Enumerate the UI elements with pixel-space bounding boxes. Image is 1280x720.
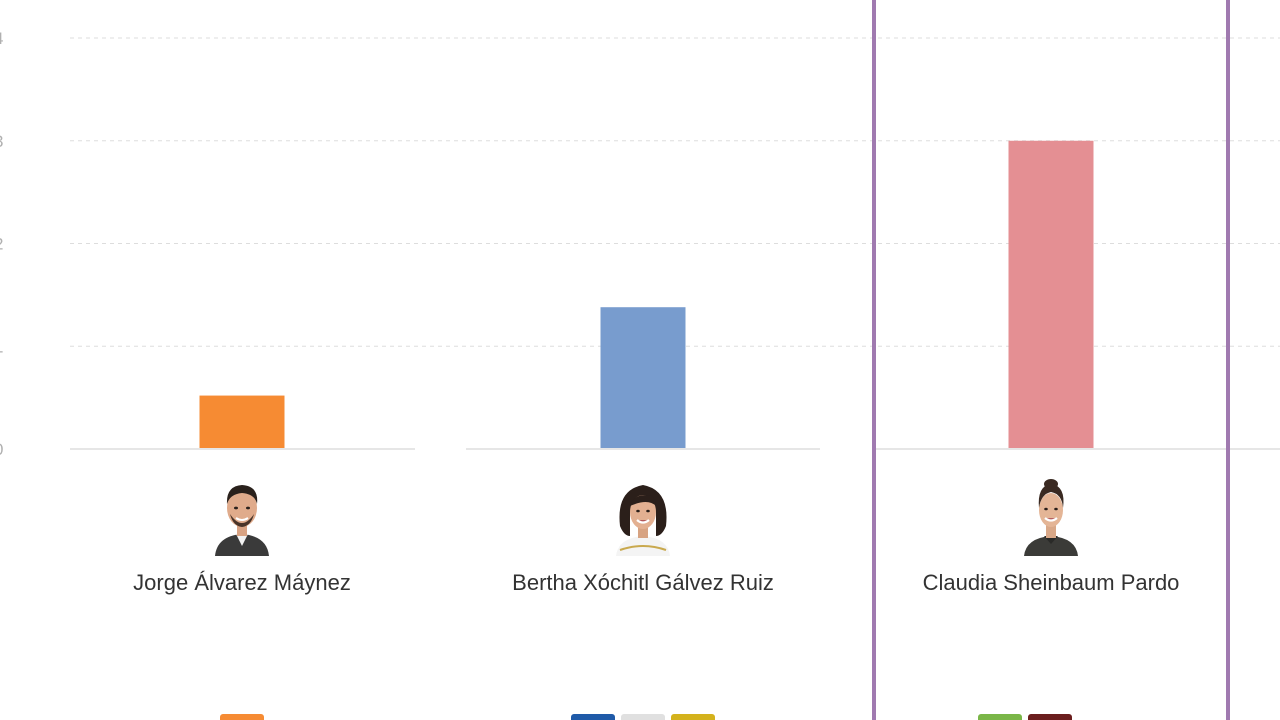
party-logo-icon [671,714,715,720]
party-logos-sheinbaum [978,714,1072,720]
y-tick-label: 4 [0,29,3,48]
bar-3 [1008,140,1094,448]
candidate-name: Claudia Sheinbaum Pardo [922,570,1180,595]
y-tick-label: 1 [0,337,3,356]
party-logos-alvarez [220,714,264,720]
female-portrait-icon [612,472,674,556]
candidate-galvez: Bertha Xóchitl Gálvez Ruiz [443,472,843,596]
female-portrait-icon [1020,472,1082,556]
bar-2 [600,307,686,448]
party-logos-galvez [571,714,715,720]
male-portrait-icon [211,472,273,556]
winner-highlight-right-line [1226,0,1230,720]
y-tick-label: 0 [0,440,3,459]
party-logo-icon [978,714,1022,720]
winner-highlight-left-line [872,0,876,720]
candidate-name: Bertha Xóchitl Gálvez Ruiz [512,570,774,595]
candidate-sheinbaum: Claudia Sheinbaum Pardo [851,472,1251,596]
y-tick-label: 2 [0,235,3,254]
bar-1 [199,395,285,448]
party-logo-icon [571,714,615,720]
party-logo-icon [1028,714,1072,720]
candidate-name: Jorge Álvarez Máynez [133,570,351,595]
candidate-alvarez: Jorge Álvarez Máynez [42,472,442,596]
party-logo-icon [220,714,264,720]
party-logo-icon [621,714,665,720]
y-tick-label: 3 [0,132,3,151]
